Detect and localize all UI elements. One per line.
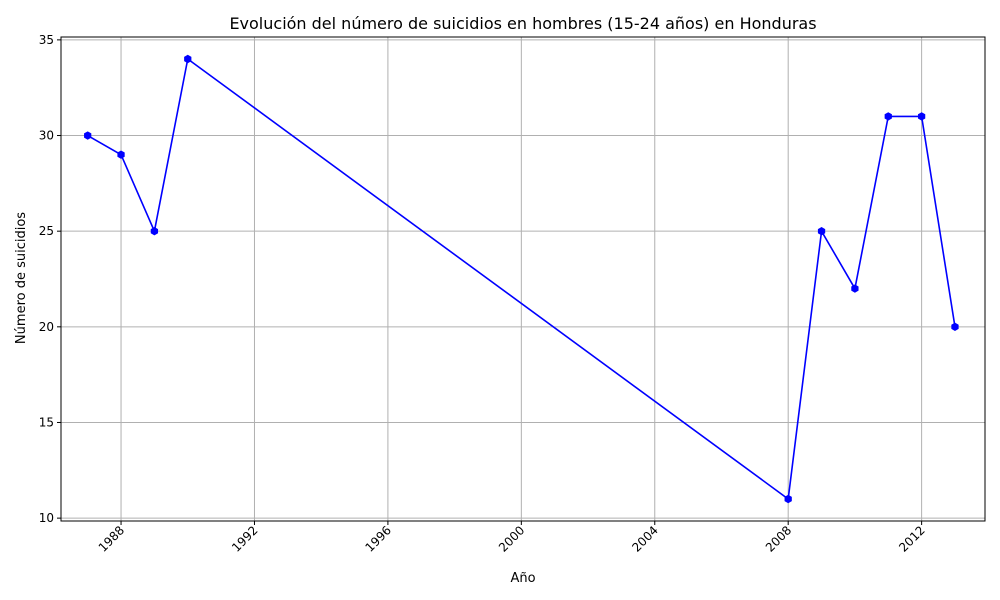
series-layer xyxy=(84,54,959,504)
data-point xyxy=(84,131,92,140)
x-tick-label: 2004 xyxy=(629,523,660,554)
y-tick-label: 25 xyxy=(39,224,54,238)
x-tick-label: 2008 xyxy=(763,523,794,554)
y-tick-label: 30 xyxy=(39,129,54,143)
data-point xyxy=(817,226,826,236)
data-point xyxy=(884,112,892,121)
data-point xyxy=(951,322,959,332)
x-tick-label: 1996 xyxy=(363,523,394,554)
y-tick-label: 35 xyxy=(39,33,54,47)
y-tick-label: 15 xyxy=(39,415,54,429)
data-point xyxy=(150,226,159,236)
y-axis-label: Número de suicidios xyxy=(14,212,29,344)
data-point xyxy=(917,112,926,121)
y-axis-ticks: 10 15 20 25 30 35 xyxy=(39,33,61,525)
x-tick-label: 1988 xyxy=(96,523,127,554)
grid xyxy=(61,37,985,521)
x-tick-label: 1992 xyxy=(229,523,260,554)
x-tick-label: 2000 xyxy=(496,523,527,554)
data-point xyxy=(784,494,792,504)
y-tick-label: 20 xyxy=(39,320,54,334)
x-tick-label: 2012 xyxy=(896,523,927,554)
x-axis-ticks: 1988 1992 1996 2000 2004 2008 2012 xyxy=(96,521,928,555)
y-tick-label: 10 xyxy=(39,511,54,525)
data-point xyxy=(851,284,859,293)
data-point xyxy=(184,54,192,64)
x-axis-label: Año xyxy=(510,571,535,586)
series-line xyxy=(87,57,956,501)
data-point xyxy=(117,150,125,159)
chart-title: Evolución del número de suicidios en hom… xyxy=(229,14,816,33)
plot-frame xyxy=(60,36,986,522)
